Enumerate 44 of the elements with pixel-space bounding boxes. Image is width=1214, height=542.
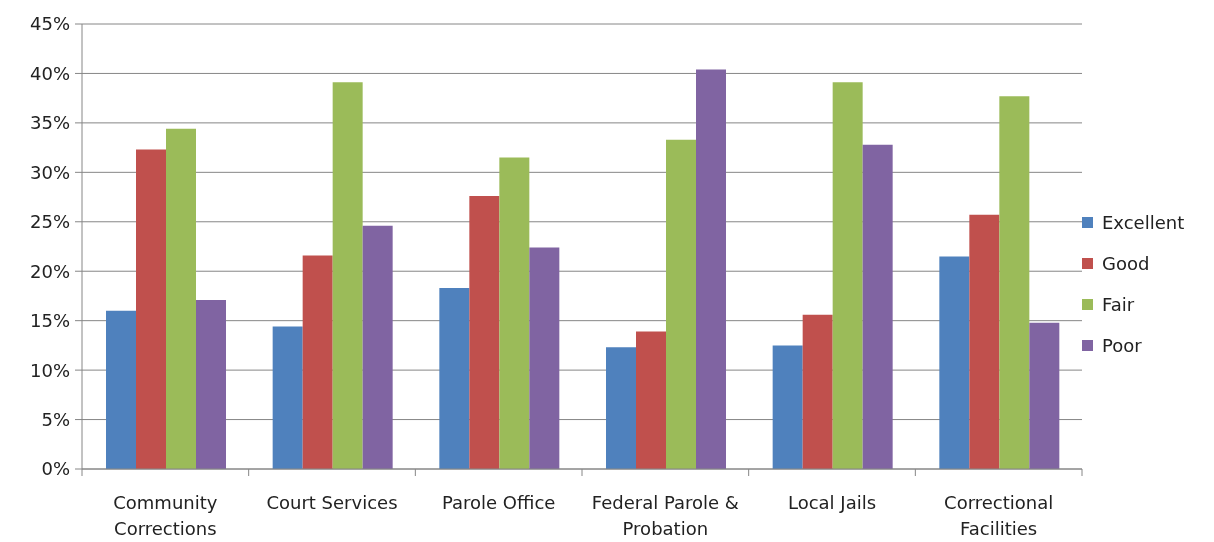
bar: [969, 214, 1000, 469]
bar: [469, 196, 500, 469]
bar: [1029, 322, 1060, 469]
bar: [136, 149, 166, 469]
y-tick-label: 35%: [29, 112, 70, 134]
y-tick-label: 0%: [41, 458, 70, 480]
bar: [106, 310, 136, 469]
bar: [529, 247, 560, 469]
bar: [606, 347, 636, 469]
bar: [832, 82, 863, 469]
bar: [696, 69, 726, 469]
bar: [862, 144, 893, 469]
bar: [666, 139, 696, 469]
y-tick-label: 15%: [29, 310, 70, 332]
x-tick-label: Correctional Facilities: [944, 491, 1054, 539]
y-tick-label: 25%: [29, 211, 70, 233]
bar: [439, 288, 470, 469]
y-tick-label: 5%: [41, 408, 70, 430]
legend-label: Fair: [1102, 294, 1135, 315]
bar: [999, 96, 1030, 469]
bar: [636, 331, 666, 469]
x-tick-label: Community Corrections: [113, 491, 218, 539]
bar: [772, 345, 803, 469]
bar: [499, 157, 530, 469]
x-tick-label: Parole Office: [441, 491, 556, 513]
bar: [939, 256, 970, 469]
y-tick-label: 10%: [29, 359, 70, 381]
x-tick-label: Federal Parole & Probation: [591, 491, 739, 539]
bar: [802, 314, 833, 469]
y-tick-label: 40%: [29, 62, 70, 84]
y-tick-label: 45%: [29, 13, 70, 35]
x-tick-label: Court Services: [266, 491, 398, 513]
y-tick-label: 30%: [29, 161, 70, 183]
bar: [302, 255, 333, 469]
x-tick-label: Local Jails: [787, 491, 877, 513]
bar: [332, 82, 363, 469]
legend-label: Poor: [1102, 335, 1142, 356]
bar: [362, 225, 393, 469]
legend-label: Good: [1102, 253, 1150, 274]
y-tick-label: 20%: [29, 260, 70, 282]
legend-label: Excellent: [1102, 212, 1185, 233]
bar: [272, 326, 303, 469]
bar: [196, 299, 226, 469]
bar: [166, 128, 196, 469]
